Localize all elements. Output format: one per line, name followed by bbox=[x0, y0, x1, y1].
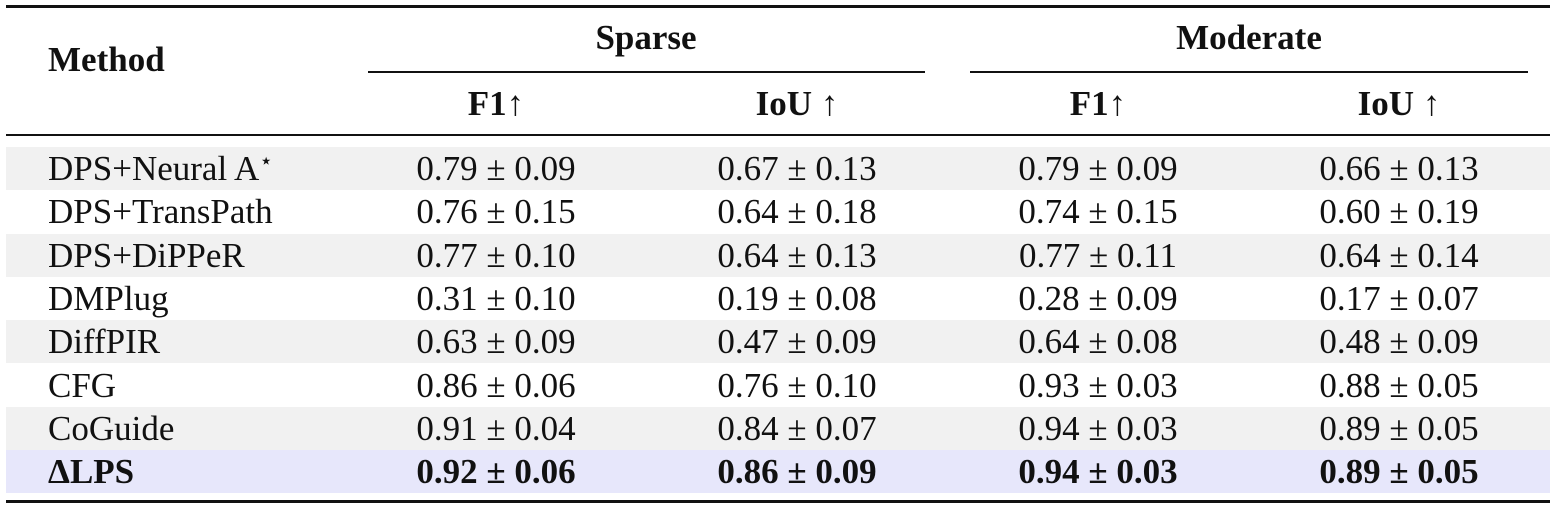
method-cell: DPS+Neural A⋆ bbox=[48, 147, 273, 190]
value-cell: 0.77 ± 0.10 bbox=[416, 235, 576, 275]
value-cell: 0.17 ± 0.07 bbox=[1319, 278, 1479, 318]
method-column-header: Method bbox=[48, 40, 165, 79]
bottom-rule bbox=[6, 500, 1550, 503]
method-cell: DiffPIR bbox=[48, 320, 160, 363]
value-cell: 0.76 ± 0.15 bbox=[416, 192, 576, 232]
table-row: DPS+DiPPeR 0.77 ± 0.10 0.64 ± 0.13 0.77 ± 0… bbox=[6, 233, 1550, 277]
value-cell: 0.47 ± 0.09 bbox=[717, 322, 877, 362]
table-row: DPS+TransPath 0.76 ± 0.15 0.64 ± 0.18 0.74 … bbox=[6, 190, 1550, 233]
value-cell: 0.74 ± 0.15 bbox=[1018, 192, 1178, 232]
moderate-f1-header: F1↑ bbox=[1069, 84, 1127, 123]
method-name: DPS+TransPath bbox=[48, 192, 273, 232]
value-cell: 0.77 ± 0.11 bbox=[1019, 235, 1177, 275]
sparse-group-header: Sparse bbox=[595, 18, 697, 57]
value-cell: 0.67 ± 0.13 bbox=[717, 149, 877, 188]
value-cell: 0.94 ± 0.03 bbox=[1018, 452, 1178, 492]
value-cell: 0.28 ± 0.09 bbox=[1018, 278, 1178, 318]
sparse-iou-header: IoU ↑ bbox=[755, 84, 839, 123]
value-cell: 0.88 ± 0.05 bbox=[1319, 365, 1479, 405]
table-row: DiffPIR 0.63 ± 0.09 0.47 ± 0.09 0.64 ± 0.08… bbox=[6, 320, 1550, 364]
value-cell: 0.94 ± 0.03 bbox=[1018, 408, 1178, 448]
method-name: DiffPIR bbox=[48, 322, 161, 362]
value-cell: 0.89 ± 0.05 bbox=[1319, 452, 1479, 492]
method-name: ΔLPS bbox=[48, 452, 135, 492]
value-cell: 0.89 ± 0.05 bbox=[1319, 408, 1479, 448]
table-row: CoGuide 0.91 ± 0.04 0.84 ± 0.07 0.94 ± 0.03… bbox=[6, 406, 1550, 450]
value-cell: 0.64 ± 0.18 bbox=[717, 192, 877, 232]
value-cell: 0.64 ± 0.14 bbox=[1319, 235, 1479, 275]
value-cell: 0.48 ± 0.09 bbox=[1319, 322, 1479, 362]
value-cell: 0.31 ± 0.10 bbox=[416, 278, 576, 318]
method-name: CoGuide bbox=[48, 408, 175, 448]
value-cell: 0.63 ± 0.09 bbox=[416, 322, 576, 362]
top-rule bbox=[6, 5, 1550, 8]
value-cell: 0.64 ± 0.08 bbox=[1018, 322, 1178, 362]
value-cell: 0.93 ± 0.03 bbox=[1018, 365, 1178, 405]
value-cell: 0.86 ± 0.09 bbox=[717, 452, 877, 492]
method-superscript: ⋆ bbox=[259, 148, 274, 173]
value-cell: 0.79 ± 0.09 bbox=[416, 149, 576, 188]
value-cell: 0.92 ± 0.06 bbox=[416, 452, 576, 492]
value-cell: 0.64 ± 0.13 bbox=[717, 235, 877, 275]
method-name: DPS+DiPPeR bbox=[48, 235, 245, 275]
table-row: DMPlug 0.31 ± 0.10 0.19 ± 0.08 0.28 ± 0.09 0… bbox=[6, 277, 1550, 320]
table-row: CFG 0.86 ± 0.06 0.76 ± 0.10 0.93 ± 0.03 0.88… bbox=[6, 364, 1550, 407]
moderate-group-rule bbox=[970, 71, 1528, 73]
method-cell: DMPlug bbox=[48, 277, 169, 320]
method-cell: DPS+DiPPeR bbox=[48, 234, 245, 277]
method-cell: DPS+TransPath bbox=[48, 190, 273, 233]
header-rule bbox=[6, 134, 1550, 136]
value-cell: 0.76 ± 0.10 bbox=[717, 365, 877, 405]
sparse-f1-header: F1↑ bbox=[467, 84, 525, 123]
value-cell: 0.79 ± 0.09 bbox=[1018, 149, 1178, 188]
value-cell: 0.86 ± 0.06 bbox=[416, 365, 576, 405]
method-cell: CoGuide bbox=[48, 407, 174, 450]
table-row: ΔLPS 0.92 ± 0.06 0.86 ± 0.09 0.94 ± 0.03 0.8… bbox=[6, 450, 1550, 494]
value-cell: 0.19 ± 0.08 bbox=[717, 278, 877, 318]
method-name: DPS+Neural A bbox=[48, 149, 260, 188]
table-row: DPS+Neural A⋆ 0.79 ± 0.09 0.67 ± 0.13 0.79 … bbox=[6, 147, 1550, 190]
sparse-group-rule bbox=[368, 71, 925, 73]
value-cell: 0.84 ± 0.07 bbox=[717, 408, 877, 448]
method-cell: CFG bbox=[48, 364, 116, 407]
method-name: DMPlug bbox=[48, 278, 169, 318]
method-cell: ΔLPS bbox=[48, 450, 134, 493]
method-name: CFG bbox=[48, 365, 117, 405]
value-cell: 0.60 ± 0.19 bbox=[1319, 192, 1479, 232]
moderate-iou-header: IoU ↑ bbox=[1357, 84, 1441, 123]
value-cell: 0.91 ± 0.04 bbox=[416, 408, 576, 448]
value-cell: 0.66 ± 0.13 bbox=[1319, 149, 1479, 188]
moderate-group-header: Moderate bbox=[1176, 18, 1322, 57]
